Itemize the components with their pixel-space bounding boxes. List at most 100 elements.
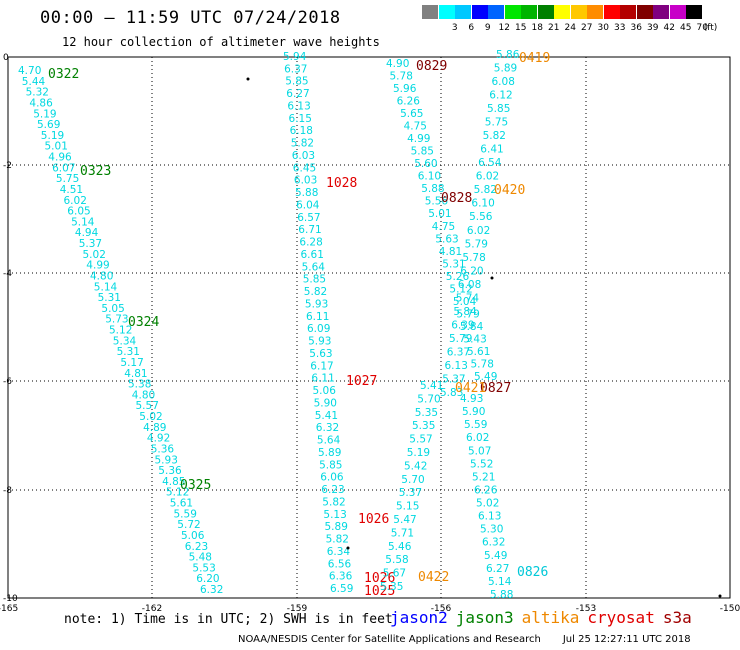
swh-observation: 5.26 (446, 271, 470, 283)
swh-observation: 4.70 (18, 65, 41, 77)
swh-observation: 5.43 (463, 333, 486, 345)
scale-swatch (488, 5, 504, 19)
swh-observation: 6.15 (289, 113, 312, 125)
swh-observation: 5.36 (158, 465, 182, 477)
scale-label: 15 (515, 23, 527, 33)
swh-observation: 5.89 (325, 521, 348, 533)
swh-observation: 5.58 (385, 554, 408, 566)
swh-observation: 5.59 (464, 419, 487, 431)
swh-observation: 5.90 (314, 397, 337, 409)
swh-observation: 6.10 (471, 198, 494, 210)
map-subtitle: 12 hour collection of altimeter wave hei… (62, 35, 380, 49)
scale-label: 12 (498, 23, 510, 33)
swh-observation: 5.85 (411, 146, 434, 158)
swh-observation: 5.85 (319, 459, 342, 471)
generated-timestamp: Jul 25 12:27:11 UTC 2018 (562, 634, 691, 645)
swh-observation: 5.85 (303, 274, 326, 286)
swh-observation: 5.88 (490, 589, 513, 601)
swh-observation: 6.03 (292, 150, 315, 162)
swh-observation: 6.32 (200, 584, 223, 596)
scale-label: 9 (484, 23, 491, 33)
swh-observation: 5.61 (170, 498, 193, 510)
swh-observation: 5.35 (380, 581, 403, 593)
swh-observation: 6.04 (296, 200, 320, 212)
swh-observation: 4.81 (439, 246, 462, 258)
swh-observation: 5.06 (181, 530, 205, 542)
swh-observation: 6.39 (451, 319, 474, 331)
swh-observation: 5.44 (22, 76, 46, 88)
swh-observation: 5.94 (283, 51, 307, 63)
swh-observation: 5.31 (117, 346, 140, 358)
swh-observation: 5.78 (462, 252, 485, 264)
pass-time-label: 0826 (517, 565, 548, 580)
swh-observation: 4.89 (143, 422, 166, 434)
swh-observation: 6.26 (397, 96, 421, 108)
swh-observation: 5.31 (442, 258, 465, 270)
swh-observation: 5.37 (442, 374, 465, 386)
satellite-legend: jason2 jason3 altika cryosat s3a (390, 608, 700, 627)
swh-observation: 6.02 (466, 432, 489, 444)
swh-observation: 5.78 (471, 359, 494, 371)
swh-observation: 5.15 (396, 501, 419, 513)
scale-label: 70 (696, 23, 708, 33)
lon-tick-label: -156 (431, 604, 452, 614)
swh-observation: 6.02 (64, 195, 87, 207)
swh-observation: 4.90 (386, 58, 409, 70)
swh-observation: 5.37 (399, 487, 422, 499)
pass-time-label: 0829 (416, 59, 447, 74)
swh-observation: 5.17 (120, 357, 143, 369)
swh-observation: 6.11 (311, 373, 334, 385)
lon-tick-label: -150 (720, 604, 740, 614)
swh-observation: 6.27 (286, 88, 309, 100)
swh-observation: 5.74 (456, 292, 480, 304)
swh-observation: 6.32 (482, 537, 505, 549)
swh-observation: 5.82 (474, 184, 497, 196)
swh-observation: 5.19 (33, 108, 56, 120)
swh-observation: 5.85 (285, 76, 308, 88)
scale-label: 42 (663, 23, 675, 33)
lat-tick-label: -4 (3, 269, 12, 279)
scale-swatch (570, 5, 587, 19)
scale-swatch (438, 5, 455, 19)
swh-observation: 5.48 (189, 552, 212, 564)
swh-observation: 4.99 (86, 260, 109, 272)
swh-observation: 5.90 (462, 406, 485, 418)
swh-observation: 5.70 (401, 474, 424, 486)
pass-time-label: 0324 (128, 315, 159, 330)
map-title: 00:00 – 11:59 UTC 07/24/2018 (40, 8, 341, 28)
swh-observation: 5.38 (128, 379, 151, 391)
swh-observation: 5.82 (291, 138, 314, 150)
scale-label: 45 (680, 23, 692, 33)
swh-observation: 5.70 (417, 393, 440, 405)
swh-observation: 5.72 (177, 519, 200, 531)
swh-observation: 5.56 (469, 211, 493, 223)
swh-observation: 6.37 (447, 346, 470, 358)
swh-observation: 5.01 (45, 141, 68, 153)
scale-label: 18 (531, 23, 543, 33)
swh-observation: 6.13 (478, 511, 501, 523)
swh-observation: 5.73 (105, 314, 128, 326)
swh-observation: 5.60 (414, 158, 437, 170)
swh-observation: 6.20 (196, 573, 219, 585)
swh-observation: 5.02 (83, 249, 106, 261)
swh-observation: 5.67 (383, 568, 406, 580)
swh-observation: 5.82 (304, 286, 327, 298)
scale-swatch (471, 5, 488, 19)
swh-observation: 5.84 (460, 321, 484, 333)
scale-swatch (504, 5, 521, 19)
pass-time-label: 0323 (80, 164, 111, 179)
pass-time-label: 0422 (418, 570, 449, 585)
lat-tick-label: -10 (3, 594, 18, 604)
swh-observation: 5.21 (472, 471, 495, 483)
swh-observation: 5.71 (391, 527, 414, 539)
lat-tick-label: -6 (3, 377, 12, 387)
swh-observation: 5.12 (449, 283, 472, 295)
scale-label: 36 (630, 23, 642, 33)
satellite-legend-item: jason2 (390, 608, 448, 627)
swh-observation: 5.06 (313, 385, 337, 397)
swh-observation: 5.64 (302, 261, 326, 273)
swh-observation: 4.75 (432, 221, 455, 233)
swh-observation: 5.19 (407, 447, 430, 459)
swh-observation: 5.42 (404, 460, 427, 472)
